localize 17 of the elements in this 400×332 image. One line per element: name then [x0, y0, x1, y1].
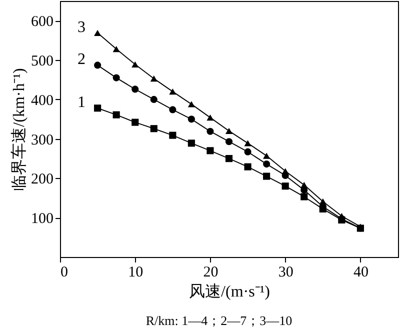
series-label: 2 — [78, 51, 86, 68]
x-tick-label: 10 — [128, 264, 144, 280]
x-tick-label: 0 — [60, 264, 68, 280]
y-tick-label: 200 — [31, 172, 54, 188]
y-tick-label: 600 — [31, 14, 54, 30]
x-tick-label: 30 — [278, 264, 294, 280]
y-tick-label: 300 — [31, 132, 54, 148]
x-tick-label: 20 — [203, 264, 218, 280]
y-tick-label: 400 — [31, 92, 54, 109]
series-label: 3 — [78, 18, 86, 36]
x-tick-label: 40 — [353, 264, 368, 280]
text: R/km: 1—4；2—7；3—10 — [146, 313, 292, 328]
y-tick-label: 500 — [31, 54, 54, 70]
x-axis-title: 风速/(m·s⁻¹) — [189, 282, 270, 300]
series-label: 1 — [78, 94, 86, 112]
y-tick-label: 100 — [31, 211, 54, 228]
y-axis-title: 临界车速/(km·h⁻¹) — [10, 68, 28, 191]
